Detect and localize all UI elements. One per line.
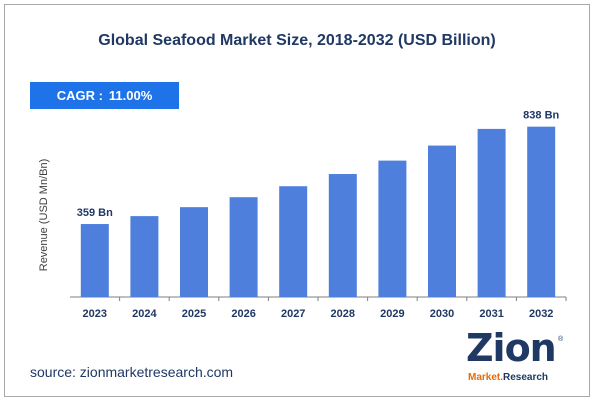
logo-registered-mark: ®: [558, 336, 564, 343]
zion-logo: Zion ® Market.Research: [466, 326, 566, 392]
x-tick-label: 2025: [182, 308, 206, 320]
bar-2029: [378, 160, 407, 297]
bar-2030: [428, 145, 456, 297]
x-tick-label: 2027: [281, 308, 305, 320]
bar-2031: [477, 128, 506, 297]
x-tick-label: 2030: [430, 308, 454, 320]
x-tick-label: 2028: [331, 308, 355, 320]
bar-2027: [279, 186, 308, 297]
x-tick-label: 2031: [479, 308, 503, 320]
cagr-label: CAGR :: [56, 88, 103, 103]
bar-2025: [180, 207, 208, 297]
bar-2028: [328, 174, 357, 297]
logo-subtitle-market: Market.: [468, 372, 504, 383]
x-tick-label: 2024: [132, 308, 157, 320]
chart-title: Global Seafood Market Size, 2018-2032 (U…: [98, 32, 496, 49]
x-tick-label: 2026: [231, 308, 255, 320]
x-tick-label: 2029: [380, 308, 404, 320]
bar-2032: [527, 126, 556, 297]
data-label-2032: 838 Bn: [523, 110, 559, 122]
bar-2023: [80, 224, 109, 297]
x-tick-label: 2032: [529, 308, 553, 320]
bar-2026: [229, 197, 258, 297]
logo-subtitle-research: Research: [503, 372, 549, 383]
logo-wordmark: Zion: [466, 326, 557, 370]
x-tick-label: 2023: [83, 308, 107, 320]
bar-2024: [130, 216, 159, 297]
data-label-2023: 359 Bn: [77, 207, 113, 219]
source-text: source: zionmarketresearch.com: [30, 364, 234, 380]
cagr-badge: CAGR : 11.00%: [30, 82, 179, 109]
logo-subtitle: Market.Research: [468, 372, 548, 383]
cagr-value: 11.00%: [108, 88, 153, 103]
